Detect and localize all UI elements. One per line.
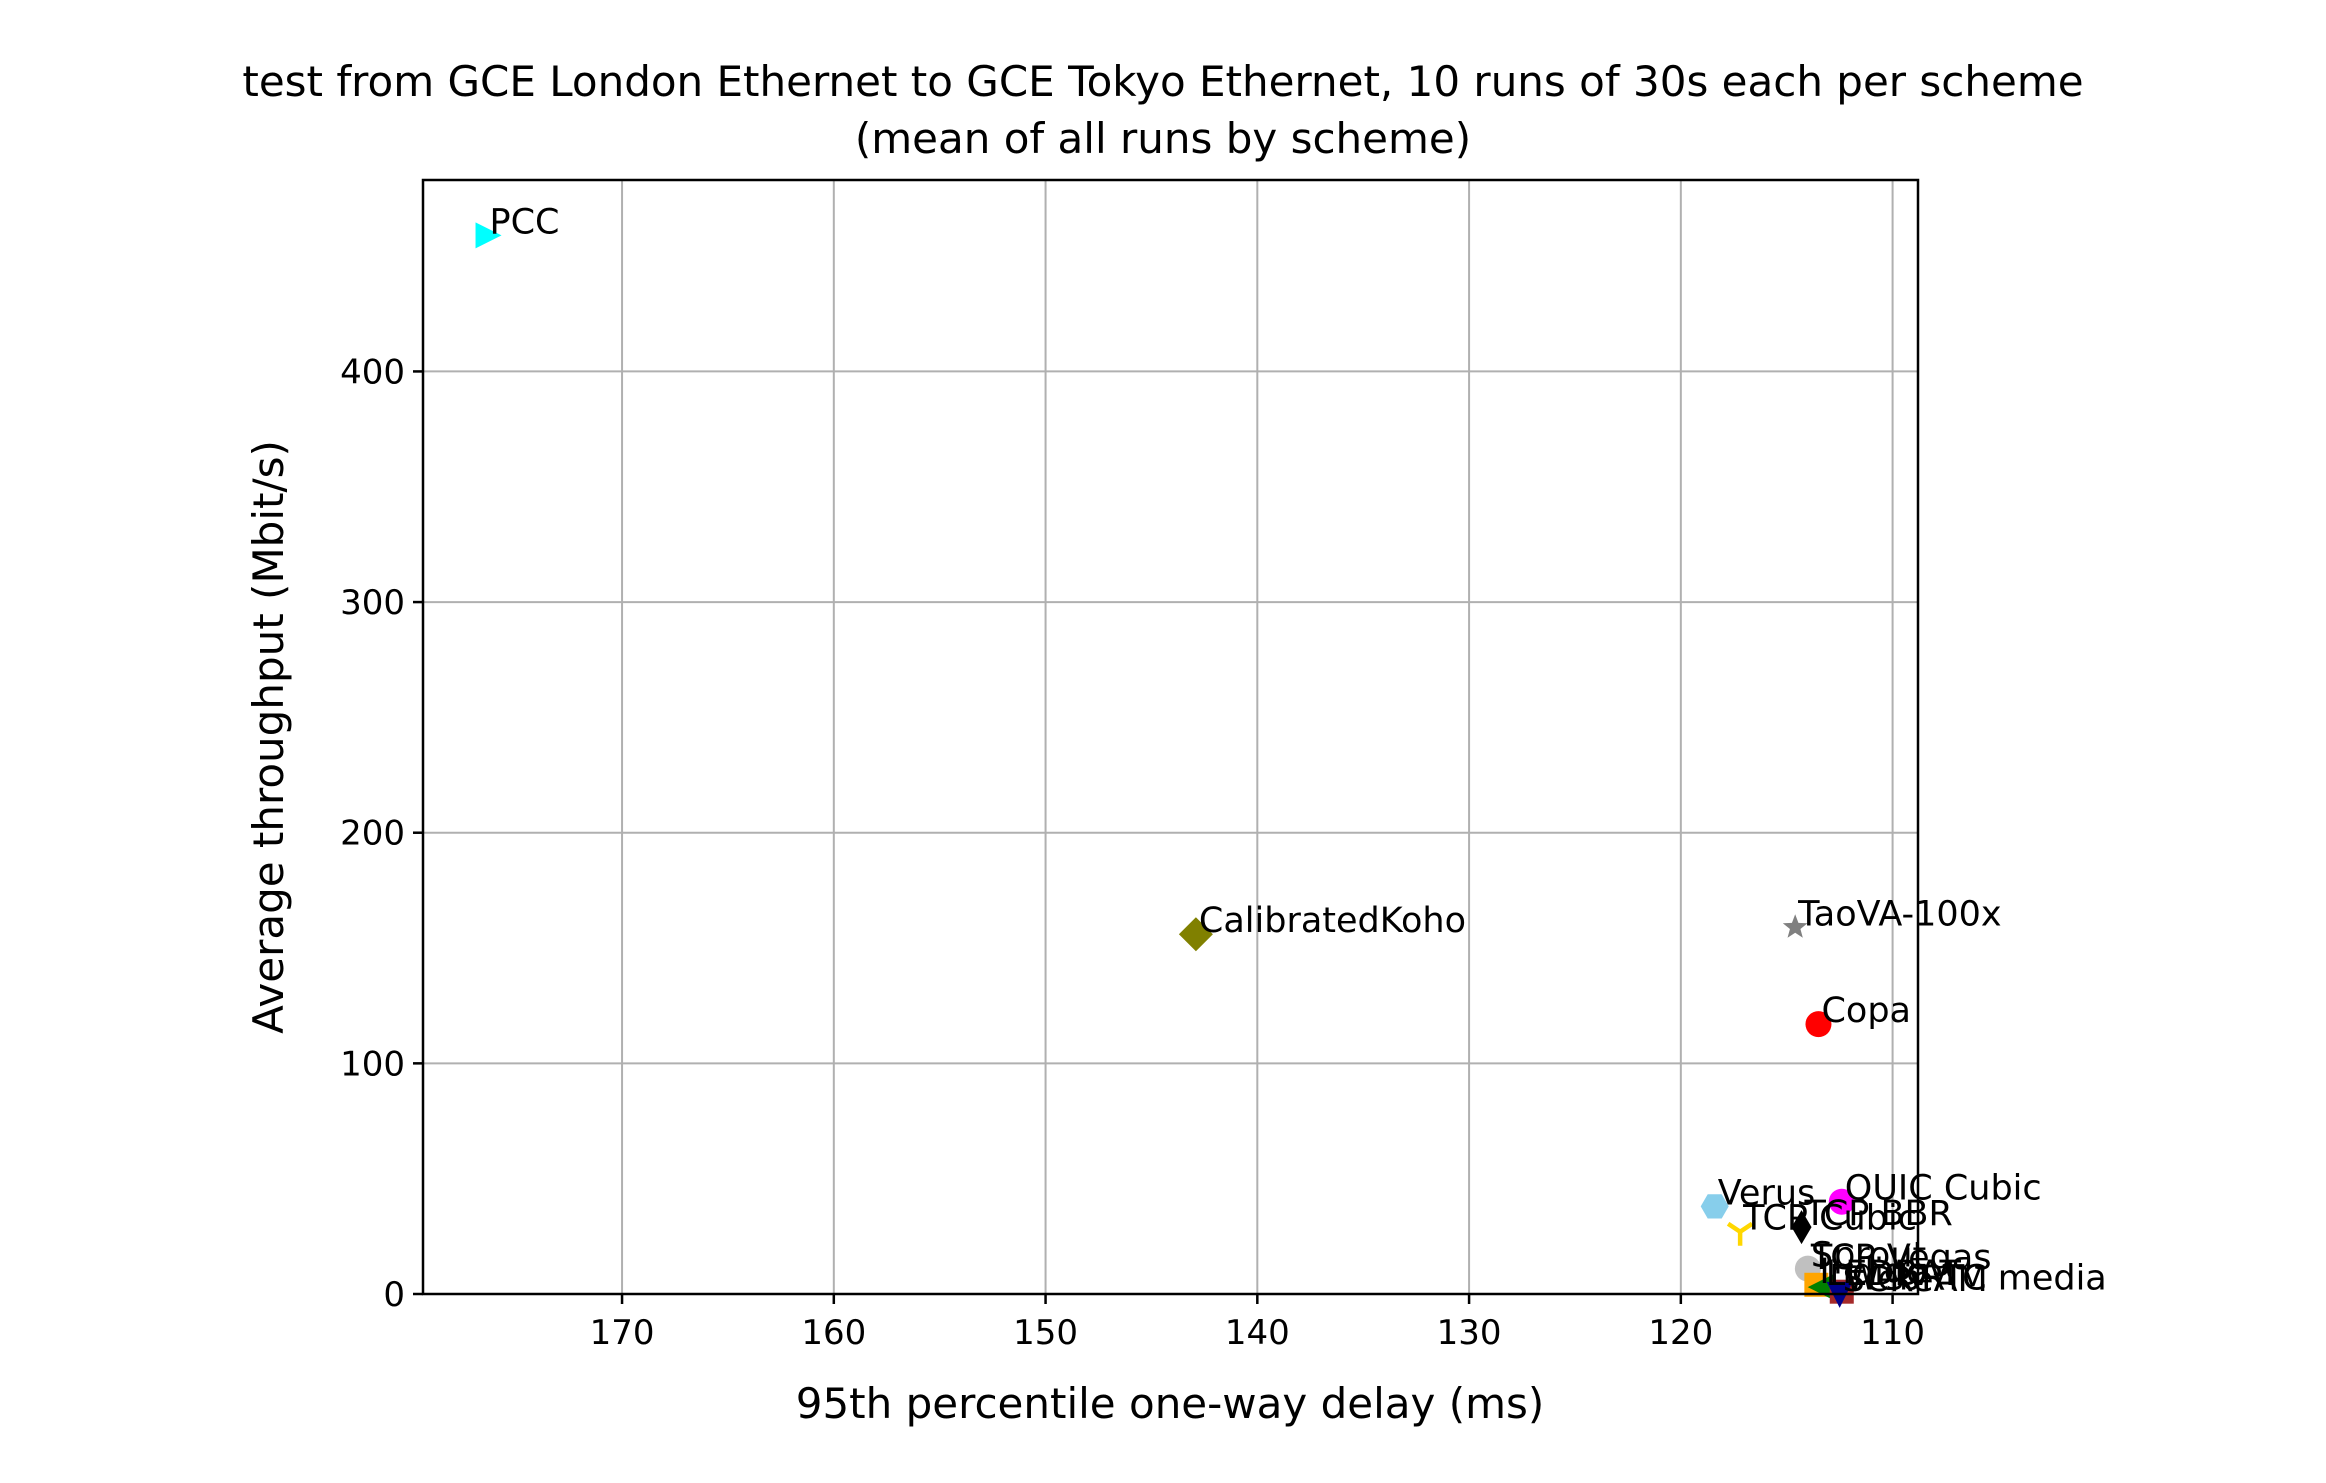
point-label: Sprout (1811, 1236, 1926, 1276)
x-tick-label: 130 (1437, 1313, 1502, 1353)
data-point (1178, 917, 1213, 952)
data-point (475, 222, 502, 249)
point-label: QUIC Cubic (1845, 1169, 2042, 1209)
grid-lines (423, 180, 1918, 1295)
point-label: WebRTC media (1845, 1259, 2107, 1299)
x-tick-label: 120 (1648, 1313, 1713, 1353)
data-point (1791, 1210, 1812, 1245)
x-tick-label: 110 (1860, 1313, 1925, 1353)
point-label: TCP Cubic (1742, 1199, 1917, 1239)
y-tick-label: 100 (340, 1044, 405, 1084)
y-tick-label: 400 (340, 352, 405, 392)
y-tick-label: 300 (340, 583, 405, 623)
x-tick-label: 160 (801, 1313, 866, 1353)
y-tick-label: 0 (383, 1275, 405, 1315)
point-label: CalibratedKoho (1199, 901, 1466, 941)
point-label: TaoVA-100x (1797, 894, 2001, 934)
point-label: PCC (490, 202, 560, 242)
x-axis-label: 95th percentile one-way delay (ms) (796, 1379, 1545, 1428)
point-label: Indigo (1819, 1252, 1927, 1292)
x-tick-label: 140 (1225, 1313, 1290, 1353)
point-label: Copa (1821, 991, 1911, 1031)
point-label: Verus (1718, 1173, 1816, 1213)
chart-subtitle: (mean of all runs by scheme) (855, 114, 1471, 163)
data-point (1726, 1221, 1754, 1246)
data-labels: PCC CalibratedKoho TaoVA-100x Copa QUIC Cubi… (490, 202, 2107, 1299)
data-points (475, 222, 1855, 1308)
point-label: TCP Vegas (1810, 1238, 1992, 1278)
x-tick-label: 150 (1013, 1313, 1078, 1353)
y-tick-label: 200 (340, 814, 405, 854)
point-label: TCP BBR (1804, 1194, 1953, 1234)
data-point (1782, 914, 1808, 938)
data-point (1700, 1194, 1729, 1219)
x-tick-label: 170 (590, 1313, 655, 1353)
axis-ticks: 170 160 150 140 130 120 110 0 100 200 300 400 (340, 352, 1925, 1353)
y-axis-label: Average throughput (Mbit/s) (244, 440, 293, 1034)
plot-area-frame (421, 178, 1920, 1296)
chart-title: test from GCE London Ethernet to GCE Tok… (242, 57, 2083, 106)
point-label: LEDBAT (1826, 1254, 1962, 1294)
data-point (1805, 1011, 1832, 1038)
data-point (1828, 1188, 1855, 1215)
